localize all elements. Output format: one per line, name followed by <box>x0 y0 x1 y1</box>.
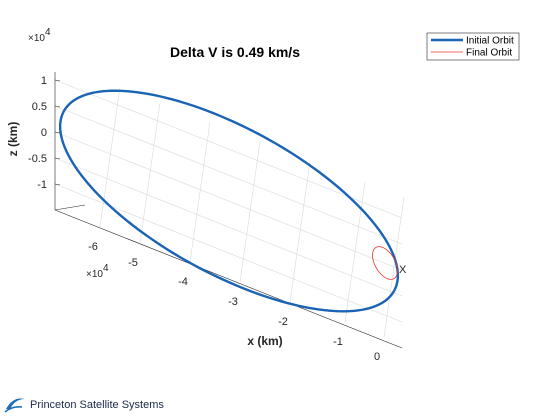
z-axis-label: z (km) <box>6 122 20 157</box>
grid-line-vertical <box>99 86 121 228</box>
z-tick-label: 0 <box>41 127 47 139</box>
z-tick-mark <box>54 131 61 134</box>
grid-line-vertical <box>139 102 161 244</box>
x-tick-label: -3 <box>228 296 238 308</box>
z-multiplier-base: ×10 <box>28 33 45 44</box>
legend-label-final-orbit: Final Orbit <box>466 48 512 59</box>
chart-title: Delta V is 0.49 km/s <box>170 44 300 60</box>
z-axis-multiplier: ×10 4 <box>28 27 51 44</box>
x-tick-label: -5 <box>128 257 138 269</box>
series-final-orbit <box>372 246 398 280</box>
x-tick-label: -2 <box>278 316 288 328</box>
grid-line-horizontal <box>54 131 403 271</box>
grid-line-horizontal <box>54 79 403 219</box>
company-logo-icon <box>4 398 25 413</box>
x-tick-label: 0 <box>374 351 380 363</box>
series-initial-orbit <box>58 89 400 313</box>
x-multiplier-exponent: 4 <box>103 263 109 274</box>
x-axis-ticks: -6 -5 -4 -3 -2 -1 0 <box>88 241 380 363</box>
grid-line-horizontal <box>54 105 403 245</box>
z-multiplier-exponent: 4 <box>45 27 51 38</box>
orbit-marker-label: X <box>399 264 407 276</box>
z-tick-label: -0.5 <box>28 153 47 165</box>
x-tick-label: -1 <box>333 336 343 348</box>
z-tick-mark <box>54 157 61 160</box>
z-tick-label: 1 <box>41 75 47 87</box>
z-tick-mark <box>54 105 61 108</box>
z-tick-mark <box>54 79 61 82</box>
chart-grid <box>54 79 405 338</box>
z-tick-label: 0.5 <box>32 101 47 113</box>
z-axis-ticks: 1 0.5 0 -0.5 -1 <box>28 75 61 191</box>
z-tick-label: -1 <box>37 179 47 191</box>
x-tick-label: -4 <box>178 276 188 288</box>
chart-legend: Initial Orbit Final Orbit <box>426 32 520 61</box>
grid-line-vertical <box>239 141 261 283</box>
grid-line-horizontal <box>54 157 403 297</box>
legend-label-initial-orbit: Initial Orbit <box>466 36 514 47</box>
z-tick-mark <box>54 183 61 186</box>
x-axis-label: x (km) <box>247 334 282 348</box>
x-axis-multiplier: ×10 4 <box>86 263 109 280</box>
x-tick-label: -6 <box>88 241 98 253</box>
x-multiplier-base: ×10 <box>86 269 103 280</box>
company-name: Princeton Satellite Systems <box>30 399 164 411</box>
grid-line-horizontal <box>54 183 403 323</box>
axes-frame <box>54 72 403 349</box>
grid-line-vertical <box>189 121 211 263</box>
company-footer: Princeton Satellite Systems <box>4 392 164 418</box>
grid-line-vertical <box>344 181 366 323</box>
